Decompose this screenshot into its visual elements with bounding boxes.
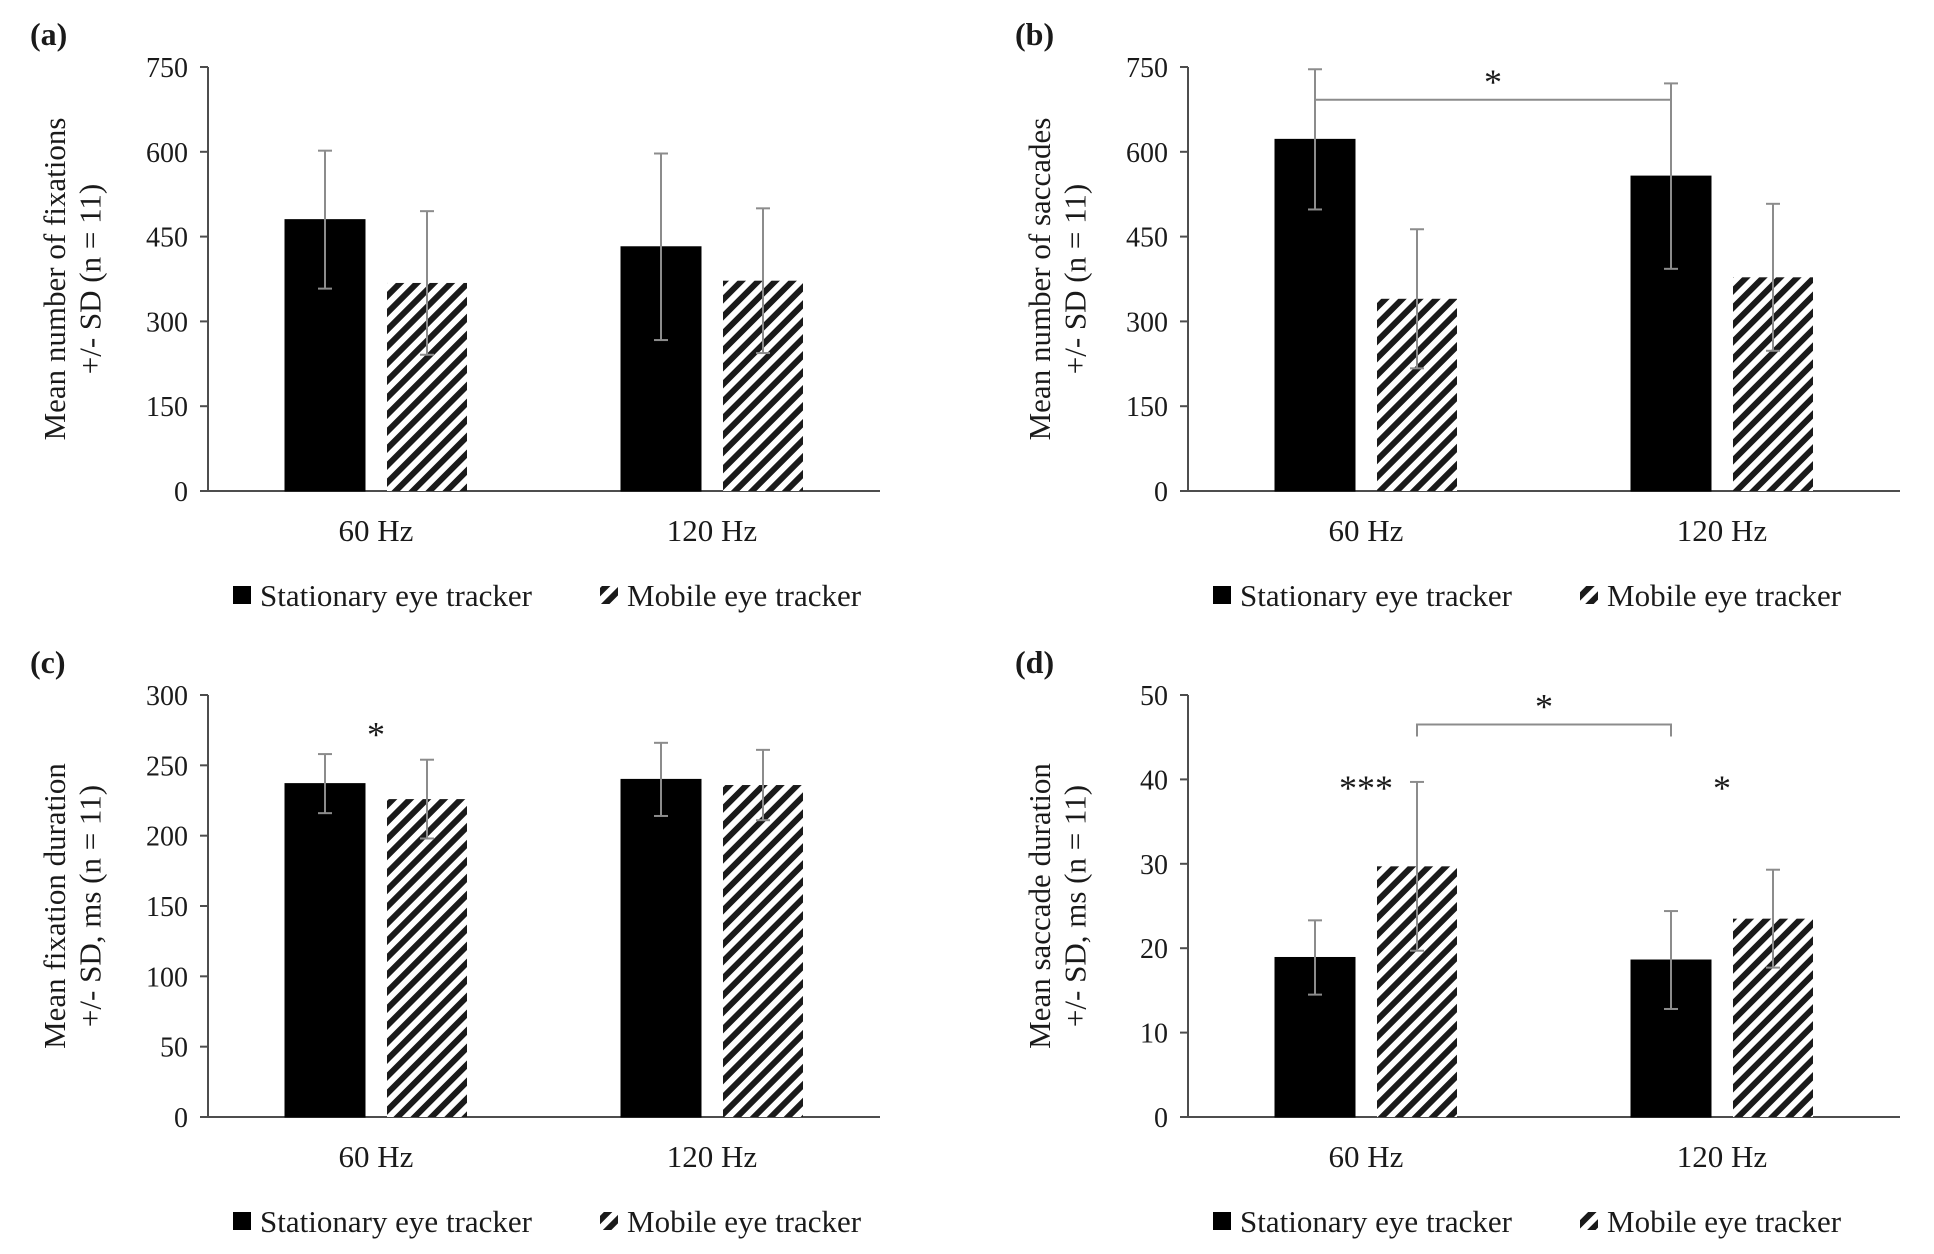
legend-label: Stationary eye tracker	[260, 1204, 533, 1239]
y-tick-label: 0	[1154, 477, 1168, 508]
y-tick-label: 200	[146, 822, 188, 853]
y-axis-label-line: Mean number of saccades	[1022, 118, 1057, 441]
y-axis-label-line: Mean saccade duration	[1022, 763, 1057, 1049]
y-tick-label: 300	[1126, 307, 1168, 338]
significance-marker: *	[1713, 768, 1731, 808]
x-category-label: 60 Hz	[1329, 513, 1404, 548]
y-tick-label: 750	[146, 53, 188, 84]
y-tick-label: 10	[1140, 1019, 1168, 1050]
significance-bracket	[1416, 723, 1672, 737]
x-category-label: 60 Hz	[1329, 1139, 1404, 1174]
x-category-label: 120 Hz	[667, 1139, 757, 1174]
panel-label: (c)	[30, 644, 66, 680]
stationary-bar	[284, 783, 366, 1118]
significance-bracket	[1314, 98, 1672, 112]
x-category-label: 120 Hz	[1677, 513, 1767, 548]
y-tick-label: 0	[174, 1103, 188, 1134]
y-axis-label-line: Mean number of fixations	[37, 118, 72, 441]
legend: Stationary eye tracker Mobile eye tracker	[1213, 1204, 1842, 1239]
y-tick-label: 100	[146, 962, 188, 993]
stationary-bar	[620, 778, 702, 1118]
legend-label: Stationary eye tracker	[1240, 1204, 1513, 1239]
legend: Stationary eye tracker Mobile eye tracker	[233, 578, 862, 613]
panel-label: (b)	[1015, 16, 1054, 52]
y-tick-label: 600	[1126, 138, 1168, 169]
x-category-label: 60 Hz	[339, 513, 414, 548]
legend: Stationary eye tracker Mobile eye tracker	[1213, 578, 1842, 613]
y-axis-label-line: +/- SD, ms (n = 11)	[73, 785, 108, 1027]
y-tick-label: 450	[1126, 223, 1168, 254]
y-tick-label: 150	[1126, 392, 1168, 423]
y-axis-label: Mean fixation duration+/- SD, ms (n = 11…	[37, 763, 108, 1049]
y-axis-label: Mean number of fixations+/- SD (n = 11)	[37, 118, 108, 441]
y-tick-label: 30	[1140, 850, 1168, 881]
y-axis-label-line: Mean fixation duration	[37, 763, 72, 1049]
y-tick-label: 40	[1140, 765, 1168, 796]
y-tick-label: 0	[1154, 1103, 1168, 1134]
panel-a: (a) Mean number of fixations+/- SD (n = 1…	[30, 16, 880, 613]
x-category-label: 120 Hz	[1677, 1139, 1767, 1174]
y-axis-label: Mean saccade duration+/- SD, ms (n = 11)	[1022, 763, 1093, 1049]
significance-marker: ***	[1339, 768, 1393, 808]
y-tick-label: 150	[146, 892, 188, 923]
y-axis-label-line: +/- SD (n = 11)	[73, 184, 108, 375]
legend: Stationary eye tracker Mobile eye tracker	[233, 1204, 862, 1239]
legend-swatch-stationary	[233, 586, 251, 604]
panel-d: (d) Mean saccade duration+/- SD, ms (n = …	[1015, 644, 1900, 1239]
significance-marker: *	[1535, 687, 1553, 727]
y-tick-label: 300	[146, 681, 188, 712]
panel-c: (c) Mean fixation duration+/- SD, ms (n =…	[30, 644, 880, 1239]
y-tick-label: 50	[160, 1033, 188, 1064]
y-axis-label-line: +/- SD, ms (n = 11)	[1058, 785, 1093, 1027]
y-tick-label: 600	[146, 138, 188, 169]
x-category-label: 60 Hz	[339, 1139, 414, 1174]
panel-b: (b) Mean number of saccades+/- SD (n = 11…	[1015, 16, 1900, 613]
significance-marker: *	[367, 714, 385, 754]
panel-label: (d)	[1015, 644, 1054, 680]
x-category-label: 120 Hz	[667, 513, 757, 548]
y-axis-label: Mean number of saccades+/- SD (n = 11)	[1022, 118, 1093, 441]
y-tick-label: 20	[1140, 934, 1168, 965]
legend-label: Mobile eye tracker	[1607, 578, 1842, 613]
legend-label: Mobile eye tracker	[627, 578, 862, 613]
y-axis-label-line: +/- SD (n = 11)	[1058, 184, 1093, 375]
legend-swatch-stationary	[233, 1212, 251, 1230]
legend-swatch-stationary	[1213, 1212, 1231, 1230]
legend-swatch-mobile	[600, 1212, 618, 1230]
y-tick-label: 150	[146, 392, 188, 423]
legend-label: Mobile eye tracker	[1607, 1204, 1842, 1239]
y-tick-label: 0	[174, 477, 188, 508]
legend-swatch-mobile	[600, 586, 618, 604]
legend-swatch-stationary	[1213, 586, 1231, 604]
mobile-bar	[387, 799, 467, 1117]
y-tick-label: 50	[1140, 681, 1168, 712]
y-tick-label: 250	[146, 751, 188, 782]
legend-swatch-mobile	[1580, 1212, 1598, 1230]
legend-label: Stationary eye tracker	[1240, 578, 1513, 613]
panel-label: (a)	[30, 16, 67, 52]
y-tick-label: 450	[146, 223, 188, 254]
mobile-bar	[723, 785, 803, 1117]
legend-label: Mobile eye tracker	[627, 1204, 862, 1239]
y-tick-label: 300	[146, 307, 188, 338]
y-tick-label: 750	[1126, 53, 1168, 84]
legend-swatch-mobile	[1580, 586, 1598, 604]
significance-marker: *	[1484, 62, 1502, 102]
legend-label: Stationary eye tracker	[260, 578, 533, 613]
